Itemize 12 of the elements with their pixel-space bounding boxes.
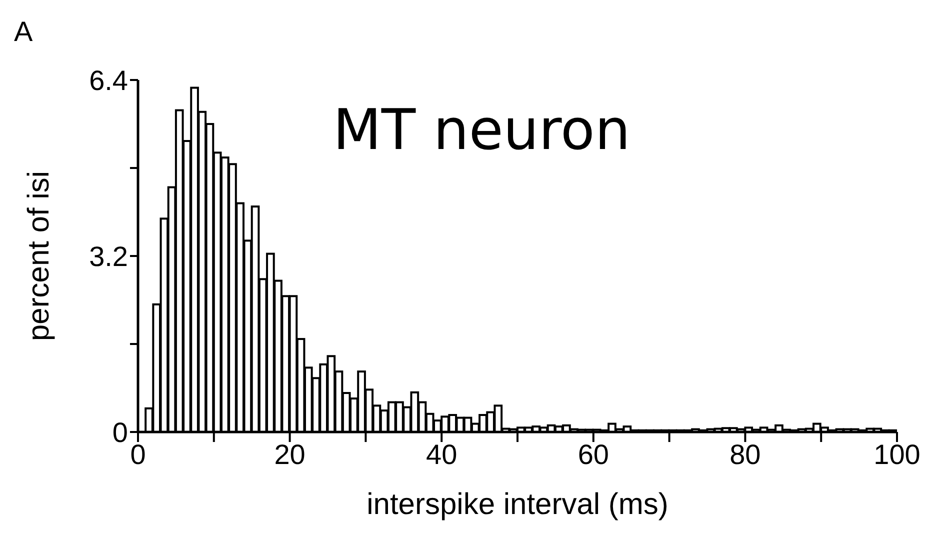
- y-axis-title: percent of isi: [22, 170, 56, 342]
- chart-title: MT neuron: [333, 98, 630, 163]
- x-tick-label: 100: [874, 438, 920, 470]
- y-tick-label: 3.2: [89, 240, 128, 272]
- y-tick-label: 6.4: [89, 64, 128, 96]
- x-tick-label: 80: [730, 438, 761, 470]
- x-axis-title: interspike interval (ms): [366, 488, 668, 521]
- x-tick-label: 60: [578, 438, 609, 470]
- text: A: [14, 16, 33, 48]
- x-tick-label: 20: [274, 438, 306, 470]
- y-tick-label: 0: [112, 416, 128, 448]
- x-tick-label: 40: [426, 438, 458, 470]
